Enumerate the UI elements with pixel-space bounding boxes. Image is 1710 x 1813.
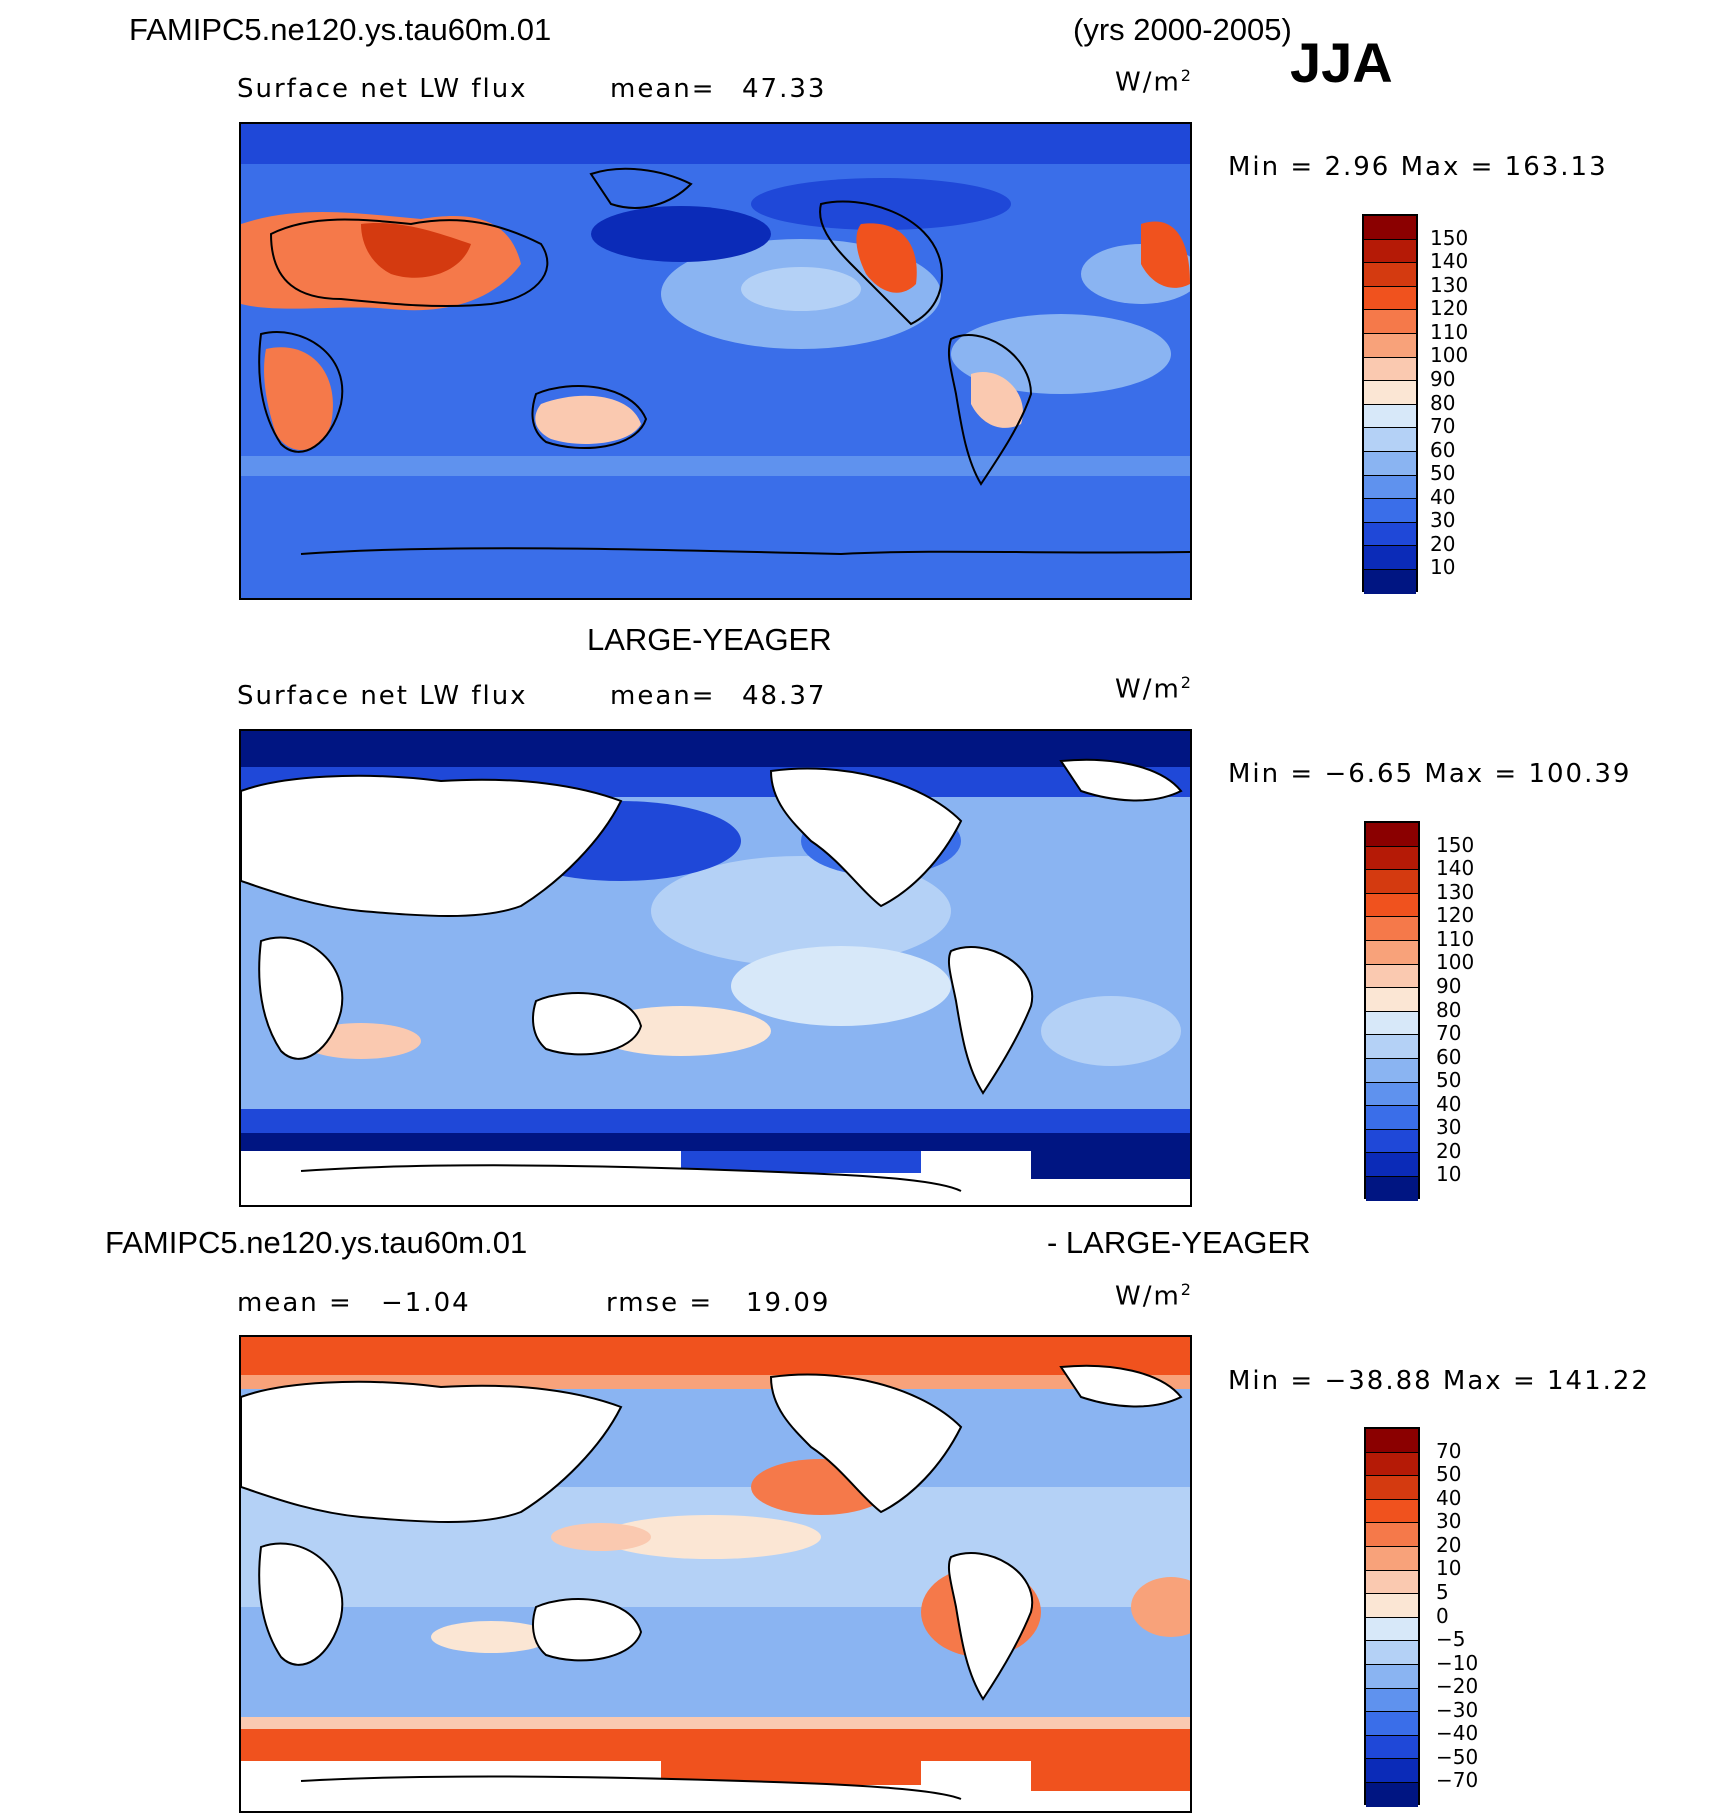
panel2-title: LARGE-YEAGER bbox=[587, 622, 832, 657]
panel1-cbar-label: 30 bbox=[1430, 508, 1456, 532]
panel1-cbar-label: 60 bbox=[1430, 438, 1456, 462]
panel2-cbar-label: 10 bbox=[1436, 1162, 1462, 1186]
panel3-cbar-label: 5 bbox=[1436, 1580, 1449, 1604]
panel2-cbar-label: 20 bbox=[1436, 1139, 1462, 1163]
panel2-cbar-label: 40 bbox=[1436, 1092, 1462, 1116]
panel1-cbar-label: 80 bbox=[1430, 391, 1456, 415]
panel3-cbar-label: −5 bbox=[1436, 1627, 1466, 1651]
panel3-cbar-label: −20 bbox=[1436, 1674, 1479, 1698]
panel3-rmse-value: 19.09 bbox=[746, 1288, 831, 1318]
panel3-cbar-label: −70 bbox=[1436, 1768, 1479, 1792]
panel1-cbar-label: 140 bbox=[1430, 249, 1469, 273]
panel2-cbar-label: 110 bbox=[1436, 927, 1475, 951]
panel2-cbar-label: 120 bbox=[1436, 903, 1475, 927]
panel1-cbar-label: 100 bbox=[1430, 343, 1469, 367]
panel3-cbar-label: 50 bbox=[1436, 1462, 1462, 1486]
panel3-cbar-label: 30 bbox=[1436, 1509, 1462, 1533]
panel3-cbar-label: −10 bbox=[1436, 1651, 1479, 1675]
panel1-cbar-label: 120 bbox=[1430, 296, 1469, 320]
panel1-map bbox=[239, 122, 1192, 600]
panel1-mean-label: mean= bbox=[610, 74, 716, 104]
panel1-variable: Surface net LW flux bbox=[237, 74, 528, 104]
panel2-colorbar bbox=[1364, 821, 1420, 1201]
panel1-cbar-label: 40 bbox=[1430, 485, 1456, 509]
panel1-cbar-label: 50 bbox=[1430, 461, 1456, 485]
panel3-mean-label: mean = bbox=[237, 1288, 353, 1318]
panel2-mean-label: mean= bbox=[610, 681, 716, 711]
panel1-mean-value: 47.33 bbox=[742, 74, 827, 104]
panel2-cbar-label: 130 bbox=[1436, 880, 1475, 904]
panel3-cbar-label: 20 bbox=[1436, 1533, 1462, 1557]
panel2-min-max: Min = −6.65 Max = 100.39 bbox=[1228, 759, 1632, 789]
panel1-cbar-label: 10 bbox=[1430, 555, 1456, 579]
panel3-cbar-label: −50 bbox=[1436, 1745, 1479, 1769]
panel3-rmse-label: rmse = bbox=[606, 1288, 714, 1318]
season-label: JJA bbox=[1290, 31, 1393, 94]
panel3-map bbox=[239, 1335, 1192, 1813]
panel2-cbar-label: 90 bbox=[1436, 974, 1462, 998]
panel1-colorbar bbox=[1362, 214, 1418, 594]
panel1-cbar-label: 110 bbox=[1430, 320, 1469, 344]
panel1-units: W/m2 bbox=[1115, 66, 1193, 98]
years-label: (yrs 2000-2005) bbox=[1073, 12, 1292, 47]
panel2-map bbox=[239, 729, 1192, 1207]
panel2-cbar-label: 140 bbox=[1436, 856, 1475, 880]
panel3-cbar-label: 40 bbox=[1436, 1486, 1462, 1510]
panel1-cbar-label: 70 bbox=[1430, 414, 1456, 438]
panel3-cbar-label: 70 bbox=[1436, 1439, 1462, 1463]
panel3-min-max: Min = −38.88 Max = 141.22 bbox=[1228, 1366, 1650, 1396]
panel1-cbar-label: 130 bbox=[1430, 273, 1469, 297]
panel3-mean-value: −1.04 bbox=[381, 1288, 471, 1318]
panel3-title-right: - LARGE-YEAGER bbox=[1047, 1225, 1311, 1260]
case-title: FAMIPC5.ne120.ys.tau60m.01 bbox=[129, 12, 552, 47]
panel2-cbar-label: 100 bbox=[1436, 950, 1475, 974]
panel2-cbar-label: 30 bbox=[1436, 1115, 1462, 1139]
panel2-cbar-label: 80 bbox=[1436, 998, 1462, 1022]
panel3-title-left: FAMIPC5.ne120.ys.tau60m.01 bbox=[105, 1225, 528, 1260]
panel2-variable: Surface net LW flux bbox=[237, 681, 528, 711]
panel3-cbar-label: −30 bbox=[1436, 1698, 1479, 1722]
panel1-min-max: Min = 2.96 Max = 163.13 bbox=[1228, 152, 1608, 182]
panel1-cbar-label: 90 bbox=[1430, 367, 1456, 391]
panel3-cbar-label: −40 bbox=[1436, 1721, 1479, 1745]
panel1-cbar-label: 150 bbox=[1430, 226, 1469, 250]
panel3-cbar-label: 10 bbox=[1436, 1556, 1462, 1580]
panel2-cbar-label: 150 bbox=[1436, 833, 1475, 857]
panel1-cbar-label: 20 bbox=[1430, 532, 1456, 556]
panel3-cbar-label: 0 bbox=[1436, 1604, 1449, 1628]
panel3-units: W/m2 bbox=[1115, 1280, 1193, 1312]
panel2-cbar-label: 60 bbox=[1436, 1045, 1462, 1069]
panel2-cbar-label: 70 bbox=[1436, 1021, 1462, 1045]
panel2-cbar-label: 50 bbox=[1436, 1068, 1462, 1092]
panel2-mean-value: 48.37 bbox=[742, 681, 827, 711]
panel3-colorbar bbox=[1364, 1427, 1420, 1807]
panel2-units: W/m2 bbox=[1115, 673, 1193, 705]
